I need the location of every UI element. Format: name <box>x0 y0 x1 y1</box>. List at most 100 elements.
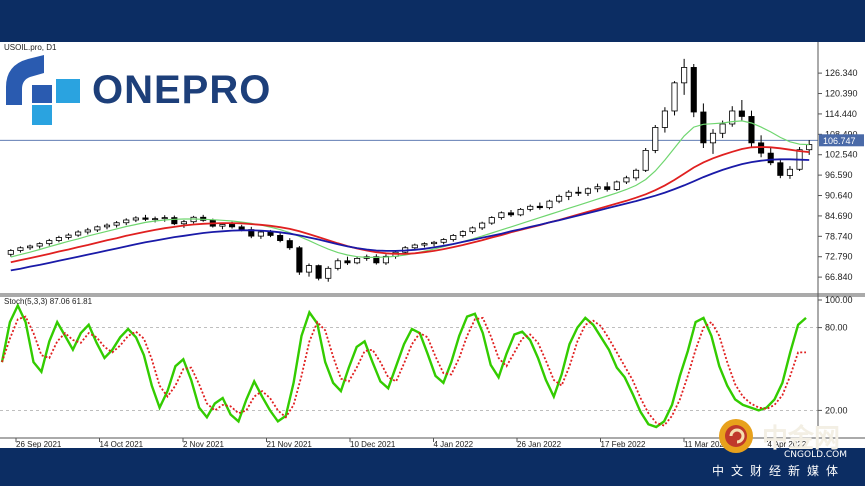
price-tick-label: 120.390 <box>825 89 858 99</box>
candle-body <box>786 168 793 176</box>
time-tick-label: 11 Mar 2022 <box>684 440 729 448</box>
top-frame-bar <box>0 0 865 42</box>
candle-body <box>681 67 688 84</box>
time-tick-label: 21 Nov 2021 <box>267 440 313 448</box>
candle-body <box>613 181 620 190</box>
moving-averages <box>10 120 810 272</box>
stoch-d-line <box>1 315 806 427</box>
chart-svg: 126.340120.390114.440108.490102.54096.59… <box>0 42 865 448</box>
ma-line-3 <box>10 158 810 272</box>
candle-body <box>565 191 572 197</box>
candle-body <box>142 217 149 220</box>
cngold-domain: CNGOLD.COM <box>784 450 848 460</box>
price-tick-label: 102.540 <box>825 150 858 160</box>
candle-body <box>777 162 784 176</box>
stoch-label: Stoch(5,3,3) 87.06 61.81 <box>4 297 93 306</box>
price-tick-label: 84.690 <box>825 211 853 221</box>
stochastic-panel <box>0 302 807 429</box>
price-tick-label: 90.640 <box>825 191 853 201</box>
candle-body <box>479 222 486 229</box>
gridlines <box>0 139 818 411</box>
axes: 126.340120.390114.440108.490102.54096.59… <box>0 42 865 448</box>
ma-line-2 <box>10 146 810 264</box>
logo-text: ONEPRO <box>92 68 272 112</box>
candle-body <box>527 205 534 210</box>
candle-body <box>219 224 226 227</box>
candle-body <box>488 217 495 224</box>
candle-body <box>633 169 640 179</box>
candle-body <box>594 186 601 190</box>
candle-body <box>132 217 139 221</box>
candle-body <box>507 212 515 216</box>
candle-body <box>652 127 659 151</box>
onepro-logo-mark <box>6 55 80 125</box>
price-tick-label: 78.740 <box>825 231 853 241</box>
candle-body <box>113 222 120 226</box>
candle-body <box>459 231 466 236</box>
candle-body <box>556 195 563 202</box>
candle-body <box>75 231 82 236</box>
cngold-chinese-name: 中金网 <box>762 424 841 454</box>
candle-body <box>709 132 717 144</box>
candle-body <box>748 116 755 144</box>
cngold-coin-icon <box>719 419 753 453</box>
candle-body <box>94 226 101 231</box>
time-tick-label: 26 Jan 2022 <box>517 440 562 448</box>
candle-body <box>623 177 630 183</box>
cngold-watermark <box>712 414 862 486</box>
price-tick-label: 66.840 <box>825 272 853 282</box>
candle-body <box>286 240 293 249</box>
candle-body <box>719 123 726 134</box>
price-tick-label: 96.590 <box>825 170 853 180</box>
candle-body <box>238 226 245 231</box>
time-tick-label: 2 Nov 2021 <box>183 440 224 448</box>
price-tick-label: 114.440 <box>825 109 857 119</box>
candle-body <box>55 237 62 241</box>
candle-body <box>373 256 380 264</box>
candle-body <box>229 224 236 228</box>
candle-body <box>758 142 765 154</box>
candle-body <box>161 217 168 220</box>
current-price-label: 106.747 <box>823 136 856 146</box>
onepro-logo <box>4 55 264 135</box>
candle-body <box>315 265 322 279</box>
symbol-label: USOIL.pro, D1 <box>4 43 57 52</box>
candle-body <box>382 255 389 264</box>
time-tick-label: 17 Feb 2022 <box>601 440 646 448</box>
bottom-frame-bar <box>0 448 865 486</box>
candle-body <box>431 241 438 245</box>
candle-body <box>671 82 678 112</box>
candle-body <box>257 231 264 237</box>
stoch-tick-label: 20.00 <box>825 405 848 415</box>
candle-body <box>411 244 418 249</box>
candle-body <box>334 260 341 269</box>
cngold-tagline: 中文财经新媒体 <box>712 464 846 478</box>
price-tick-label: 72.790 <box>825 252 853 262</box>
candle-body <box>27 245 34 249</box>
candle-body <box>517 208 524 216</box>
time-tick-label: 26 Sep 2021 <box>16 440 62 448</box>
candle-body <box>36 243 43 247</box>
candle-body <box>152 218 159 221</box>
candle-body <box>729 110 736 125</box>
candle-body <box>171 217 178 225</box>
candle-body <box>277 235 284 241</box>
candle-body <box>296 247 303 273</box>
price-tick-label: 126.340 <box>825 68 858 78</box>
candle-body <box>17 247 24 251</box>
candle-body <box>450 235 457 240</box>
time-tick-label: 4 Apr 2022 <box>768 440 807 448</box>
time-tick-label: 4 Jan 2022 <box>434 440 474 448</box>
candle-body <box>46 240 53 245</box>
candle-body <box>84 229 91 233</box>
candle-body <box>690 67 697 113</box>
candle-body <box>642 150 649 171</box>
candle-body <box>103 224 111 228</box>
candle-body <box>604 186 611 190</box>
candle-body <box>536 205 543 209</box>
stoch-tick-label: 80.00 <box>825 323 848 333</box>
stoch-tick-label: 100.00 <box>825 295 853 305</box>
candle-body <box>344 260 351 264</box>
stoch-k-line <box>0 302 807 429</box>
candle-body <box>7 250 14 255</box>
